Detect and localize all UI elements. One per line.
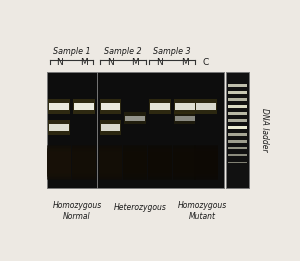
Bar [148,151,172,174]
Bar [99,151,122,174]
Bar [100,99,121,114]
Bar [47,146,71,179]
Bar [173,148,196,177]
Bar [47,72,224,188]
Bar [48,99,70,114]
Bar [228,105,247,108]
Bar [99,146,122,179]
Bar [148,152,172,173]
Bar [175,103,194,110]
Bar [100,103,120,110]
Bar [148,148,172,177]
Text: Sample 2: Sample 2 [104,48,142,56]
Bar [72,146,96,179]
Bar [228,98,247,101]
Bar [148,145,172,180]
Bar [73,99,95,114]
Bar [47,151,71,174]
Bar [123,152,147,173]
Text: Heterozygous: Heterozygous [113,203,166,212]
Text: M: M [80,58,88,67]
Text: N: N [56,58,62,67]
Bar [194,149,218,176]
Bar [47,145,71,180]
Bar [99,145,122,180]
Bar [123,145,147,180]
Bar [173,145,196,180]
Bar [194,145,218,180]
Bar [175,116,194,121]
Bar [99,148,122,177]
Bar [173,149,196,176]
Bar [123,146,147,179]
Bar [99,152,122,173]
Bar [49,103,69,110]
Bar [123,149,147,176]
Bar [194,146,218,179]
Text: N: N [157,58,163,67]
Text: M: M [181,58,188,67]
Bar [194,151,218,174]
Text: N: N [107,58,114,67]
Bar [72,148,96,177]
Bar [228,140,247,143]
Bar [99,149,122,176]
Text: C: C [203,58,209,67]
Bar [100,120,121,135]
Text: Homozygous
Mutant: Homozygous Mutant [178,201,227,221]
Bar [174,112,196,124]
Bar [194,148,218,177]
Text: Sample 1: Sample 1 [53,48,90,56]
Bar [149,99,171,114]
Bar [72,149,96,176]
Bar [196,103,216,110]
Bar [173,152,196,173]
Bar [228,119,247,122]
Bar [72,145,96,180]
Bar [228,91,247,94]
Bar [194,152,218,173]
Text: DNA ladder: DNA ladder [260,108,269,152]
Bar [49,124,69,131]
Bar [173,146,196,179]
Bar [148,146,172,179]
Text: Sample 3: Sample 3 [153,48,191,56]
Bar [228,126,247,129]
Bar [72,151,96,174]
Bar [74,103,94,110]
Bar [123,151,147,174]
Bar [123,148,147,177]
Bar [174,99,196,114]
Bar [173,151,196,174]
Bar [47,148,71,177]
Bar [48,120,70,135]
Bar [228,112,247,115]
Bar [228,133,247,136]
Bar [228,147,247,150]
Bar [228,162,247,163]
Text: Homozygous
Normal: Homozygous Normal [52,201,102,221]
Bar [47,149,71,176]
Bar [195,99,217,114]
Text: M: M [131,58,139,67]
Bar [148,149,172,176]
Bar [100,124,120,131]
Bar [124,112,146,124]
Bar [228,155,247,157]
Bar [226,72,249,188]
Bar [150,103,170,110]
Bar [228,84,247,87]
Bar [47,152,71,173]
Bar [72,152,96,173]
Bar [125,116,145,121]
